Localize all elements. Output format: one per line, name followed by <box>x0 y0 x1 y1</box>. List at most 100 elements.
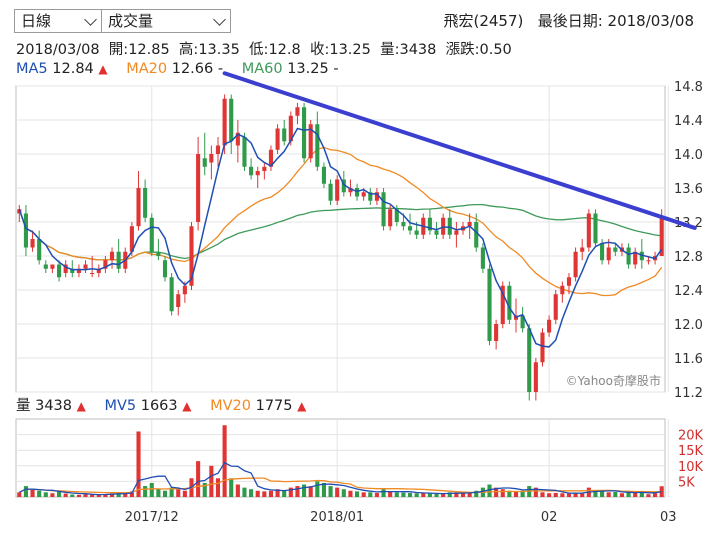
candle-body <box>381 192 386 227</box>
candle <box>560 281 565 303</box>
candle-body <box>321 166 326 184</box>
candle <box>136 171 141 231</box>
volume-bar <box>143 486 148 497</box>
candle <box>50 264 55 273</box>
candle <box>149 213 154 256</box>
candle <box>633 247 638 269</box>
candle <box>441 213 446 239</box>
candle-body <box>209 154 214 163</box>
volume-bar <box>222 425 227 497</box>
volume-bar <box>633 492 638 497</box>
candle <box>255 166 260 188</box>
volume-bar <box>500 489 505 497</box>
volume-panel-frame <box>15 418 666 498</box>
volume-bar <box>116 492 121 497</box>
candle-body <box>401 222 406 227</box>
candle-body <box>447 217 452 235</box>
candle-body <box>341 179 346 193</box>
candle-body <box>626 247 631 265</box>
mv5-legend: MV5 1663 ▲ <box>104 398 191 414</box>
price-tick-label: 14.4 <box>674 114 703 129</box>
ma60-legend: MA60 13.25 - <box>242 61 339 77</box>
volume-bar <box>83 494 88 497</box>
volume-bar <box>613 492 618 497</box>
candle <box>242 132 247 171</box>
candle-body <box>56 264 62 278</box>
candle-body <box>196 154 201 222</box>
candle <box>90 256 95 278</box>
candle-body <box>659 217 664 256</box>
volume-bar <box>394 492 399 497</box>
candle-body <box>235 132 240 146</box>
candle-body <box>23 213 28 248</box>
candle-body <box>633 251 638 265</box>
indicator-select[interactable]: 成交量 <box>101 9 231 33</box>
period-select-value: 日線 <box>21 12 52 30</box>
ma20-trend: - <box>217 61 224 77</box>
close-value: 13.25 <box>329 42 371 58</box>
stock-title: 飛宏(2457) <box>443 12 524 30</box>
volume-bar <box>109 493 115 497</box>
candle <box>520 307 525 333</box>
candle-body <box>169 277 174 312</box>
volume-bar <box>520 490 525 497</box>
period-select[interactable]: 日線 <box>14 9 102 33</box>
volume-bar <box>162 490 168 497</box>
candle-body <box>189 226 194 286</box>
candle <box>202 132 207 176</box>
last-date-label: 最後日期: <box>537 12 603 30</box>
candle <box>143 179 148 222</box>
candle <box>321 162 326 188</box>
candle-body <box>109 251 115 261</box>
volume-bar <box>17 492 22 497</box>
volume-tick-label: 10K <box>678 460 704 475</box>
candle-body <box>355 188 360 197</box>
price-tick-label: 14.0 <box>674 148 703 163</box>
ma20-line <box>18 146 663 297</box>
volume-bar <box>606 492 611 497</box>
candle <box>70 260 75 278</box>
volume-bar <box>460 493 466 497</box>
volume-bar <box>90 494 95 497</box>
volume-bar <box>626 492 631 497</box>
candle <box>626 243 631 269</box>
ma20-legend: MA20 12.66 - <box>126 61 223 77</box>
candle <box>606 239 611 265</box>
volume-bar <box>467 492 472 497</box>
last-date-value: 2018/03/08 <box>607 12 694 30</box>
candle-body <box>90 273 95 274</box>
mv5-value: 1663 <box>140 398 178 414</box>
volume-bar <box>215 478 221 497</box>
price-tick-label: 13.6 <box>674 182 703 197</box>
candle <box>348 179 353 197</box>
candle <box>169 273 174 316</box>
candle-body <box>646 260 651 262</box>
candle <box>480 243 485 273</box>
candle <box>83 260 88 273</box>
ma5-name: MA5 <box>16 61 48 77</box>
ma5-value: 12.84 <box>52 61 94 77</box>
volume-bar <box>149 482 154 497</box>
candle-body <box>427 217 432 231</box>
price-tick-label: 12.0 <box>674 318 703 333</box>
candle <box>43 260 48 273</box>
candle-body <box>288 115 293 142</box>
candle-body <box>593 213 598 244</box>
candle <box>295 103 300 125</box>
candle-body <box>30 239 35 248</box>
candle-body <box>162 260 168 278</box>
price-panel-frame <box>15 85 666 393</box>
candle-body <box>407 226 413 231</box>
change-value: 0.50 <box>479 42 512 58</box>
ma20-name: MA20 <box>126 61 168 77</box>
candle-body <box>308 124 313 159</box>
volume-tick-label: 20K <box>678 429 704 444</box>
volume-bar <box>308 486 313 497</box>
mv5-trend: ▲ <box>182 399 192 413</box>
volume-bar <box>619 493 625 497</box>
volume-bar <box>600 491 605 497</box>
candle-body <box>70 268 75 273</box>
candle-body <box>540 332 545 363</box>
candle <box>355 183 360 201</box>
